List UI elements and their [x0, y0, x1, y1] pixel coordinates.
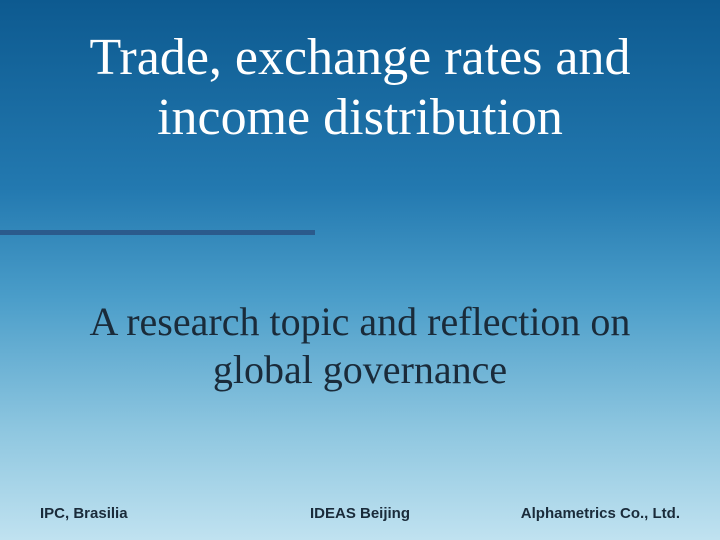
footer-left: IPC, Brasilia — [40, 505, 253, 522]
slide-footer: IPC, Brasilia IDEAS Beijing Alphametrics… — [0, 505, 720, 522]
presentation-slide: Trade, exchange rates and income distrib… — [0, 0, 720, 540]
slide-title: Trade, exchange rates and income distrib… — [0, 28, 720, 148]
divider-line — [0, 230, 315, 235]
footer-right: Alphametrics Co., Ltd. — [467, 505, 680, 522]
slide-subtitle: A research topic and reflection on globa… — [0, 298, 720, 394]
footer-center: IDEAS Beijing — [253, 505, 466, 522]
